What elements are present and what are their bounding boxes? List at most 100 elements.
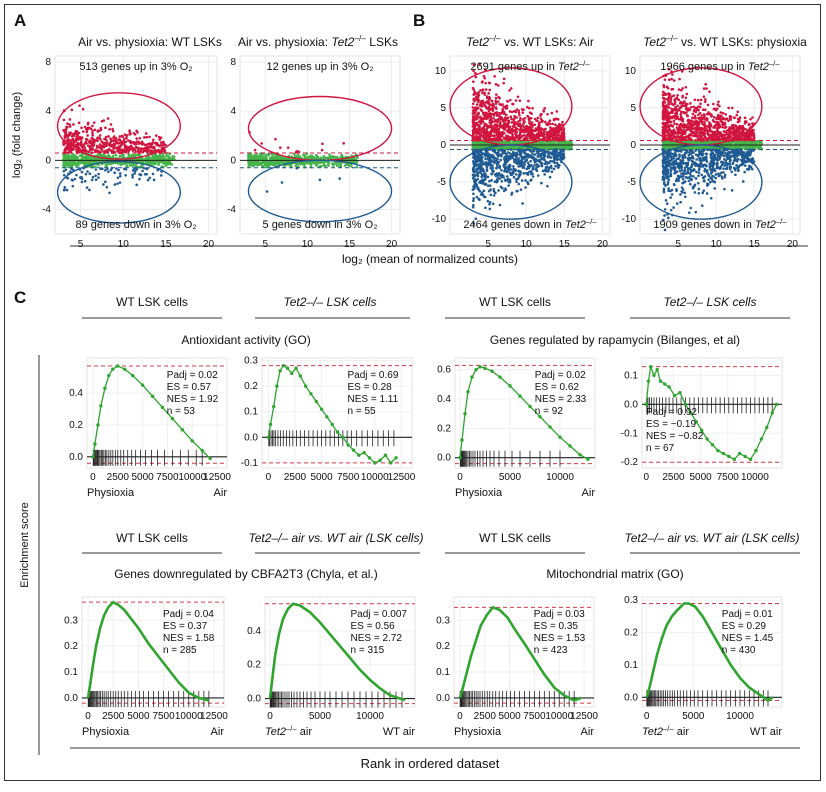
down-gene-point: [475, 184, 478, 187]
down-gene-point: [477, 175, 480, 178]
down-gene-point: [119, 172, 122, 175]
up-gene-point: [510, 137, 513, 140]
down-gene-point: [141, 170, 144, 173]
ns-gene-point: [303, 155, 306, 158]
ns-gene-point: [122, 155, 125, 158]
ns-gene-point: [323, 164, 326, 167]
down-gene-point: [536, 159, 539, 162]
up-gene-point: [109, 142, 112, 145]
down-gene-point: [504, 167, 507, 170]
down-gene-point: [493, 194, 496, 197]
up-gene-point: [115, 137, 118, 140]
down-gene-point: [517, 165, 520, 168]
down-gene-point: [490, 194, 493, 197]
up-gene-point: [145, 144, 148, 147]
up-gene-point: [538, 126, 541, 129]
y-tick-label: 0: [440, 140, 446, 151]
down-gene-point: [531, 153, 534, 156]
up-gene-point: [500, 112, 503, 115]
down-gene-point: [144, 173, 147, 176]
down-gene-point: [487, 176, 490, 179]
up-gene-point: [482, 112, 485, 115]
up-count-label: 513 genes up in 3% O₂: [79, 61, 192, 73]
up-gene-point: [480, 118, 483, 121]
ns-gene-point: [249, 162, 252, 165]
up-gene-point: [85, 131, 88, 134]
up-gene-point: [477, 101, 480, 104]
down-gene-point: [532, 175, 535, 178]
up-gene-point: [503, 78, 506, 81]
up-gene-point: [496, 137, 499, 140]
ns-gene-point: [340, 154, 343, 157]
up-gene-point: [491, 100, 494, 103]
ns-gene-point: [83, 162, 86, 165]
down-gene-point: [515, 173, 518, 176]
up-gene-point: [496, 124, 499, 127]
down-gene-point: [497, 189, 500, 192]
up-gene-point: [110, 123, 113, 126]
ns-gene-point: [169, 157, 172, 160]
down-gene-point: [518, 171, 521, 174]
down-gene-point: [72, 185, 75, 188]
ns-gene-point: [166, 163, 169, 166]
down-gene-point: [527, 173, 530, 176]
down-gene-point: [540, 158, 543, 161]
up-gene-point: [110, 149, 113, 152]
down-gene-point: [501, 180, 504, 183]
down-gene-point: [484, 158, 487, 161]
up-gene-point: [129, 145, 132, 148]
up-gene-point: [477, 112, 480, 115]
up-gene-point: [556, 110, 559, 113]
ns-gene-point: [115, 154, 118, 157]
ns-gene-point: [71, 162, 74, 165]
down-gene-point: [133, 172, 136, 175]
up-gene-point: [536, 117, 539, 120]
up-count-label: 12 genes up in 3% O₂: [266, 61, 373, 73]
down-gene-point: [537, 174, 540, 177]
up-gene-point: [492, 105, 495, 108]
down-gene-point: [480, 154, 483, 157]
up-gene-point: [128, 133, 131, 136]
up-gene-point: [63, 119, 66, 122]
up-gene-point: [472, 115, 475, 118]
ma-x-axis-label: log₂ (mean of normalized counts): [342, 252, 518, 266]
down-gene-point: [86, 170, 89, 173]
down-gene-point: [106, 186, 109, 189]
up-gene-point: [543, 133, 546, 136]
up-gene-point: [493, 135, 496, 138]
down-gene-point: [525, 168, 528, 171]
up-gene-point: [124, 147, 127, 150]
up-gene-point: [96, 136, 99, 139]
gene-set-title-4: Mitochondrial matrix (GO): [546, 567, 683, 581]
up-gene-point: [472, 121, 475, 124]
down-gene-point: [483, 190, 486, 193]
up-gene-point: [531, 107, 534, 110]
up-gene-point: [519, 117, 522, 120]
ns-gene-point: [265, 157, 268, 160]
up-gene-point: [561, 121, 564, 124]
down-gene-point: [484, 172, 487, 175]
ns-gene-point: [165, 155, 168, 158]
ns-gene-point: [306, 157, 309, 160]
down-gene-point: [476, 155, 479, 158]
down-gene-point: [546, 185, 549, 188]
up-gene-point: [518, 114, 521, 117]
down-gene-point: [115, 167, 118, 170]
y-tick-label: -5: [437, 177, 446, 188]
up-gene-point: [537, 129, 540, 132]
up-gene-point: [274, 138, 277, 141]
down-gene-point: [495, 181, 498, 184]
down-gene-point: [108, 191, 111, 194]
down-gene-point: [554, 165, 557, 168]
up-gene-point: [495, 93, 498, 96]
up-gene-point: [495, 119, 498, 122]
up-gene-point: [162, 141, 165, 144]
ns-gene-point: [156, 157, 159, 160]
down-gene-point: [501, 176, 504, 179]
down-gene-point: [484, 196, 487, 199]
up-gene-point: [139, 142, 142, 145]
down-gene-point: [486, 169, 489, 172]
up-gene-point: [100, 145, 103, 148]
down-gene-point: [478, 198, 481, 201]
up-gene-point: [91, 132, 94, 135]
